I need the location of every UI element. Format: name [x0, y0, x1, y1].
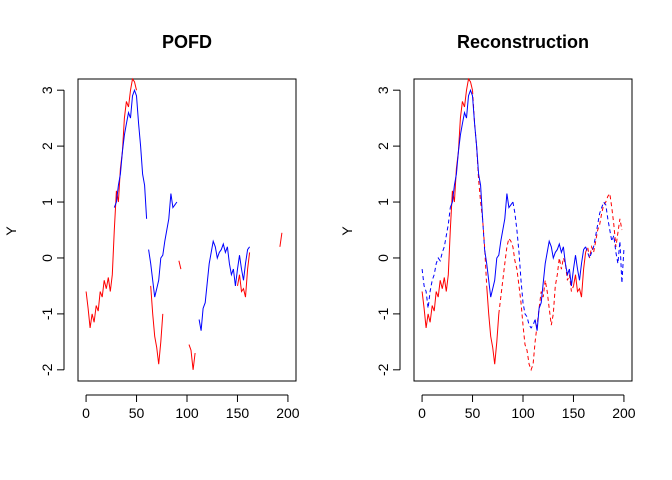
x-axis: 0 50 100 150 200 — [418, 394, 636, 421]
x-tick-label: 0 — [418, 405, 426, 421]
blue-dashed-series-line — [512, 201, 536, 329]
y-axis: -2 -1 0 1 2 3 — [375, 86, 401, 376]
x-tick-label: 50 — [465, 405, 481, 421]
series-lines — [421, 77, 625, 372]
red-dashed-series-line — [498, 237, 574, 372]
red-solid-series-line — [237, 252, 251, 298]
y-axis-label: Y — [3, 226, 19, 236]
y-tick-label: 1 — [375, 198, 391, 206]
x-tick-label: 200 — [612, 405, 636, 421]
x-tick-label: 0 — [82, 405, 90, 421]
y-tick-label: 3 — [375, 86, 391, 94]
blue-solid-series-line — [534, 239, 587, 331]
y-tick-label: 2 — [375, 142, 391, 150]
red-solid-series-line — [421, 77, 473, 328]
y-tick-label: -2 — [39, 363, 55, 376]
blue-solid-series-line — [449, 88, 484, 219]
red-solid-series-line — [188, 344, 196, 370]
x-tick-label: 200 — [276, 405, 300, 421]
red-solid-series-line — [85, 77, 137, 328]
plot-box — [77, 78, 297, 382]
y-tick-label: 1 — [39, 198, 55, 206]
x-tick-label: 150 — [562, 405, 586, 421]
x-axis: 0 50 100 150 200 — [82, 394, 300, 421]
y-tick-label: 0 — [375, 254, 391, 262]
blue-dashed-series-line — [421, 207, 451, 309]
x-tick-label: 100 — [511, 405, 535, 421]
red-solid-series-line — [486, 285, 500, 365]
series-lines — [85, 77, 283, 370]
red-solid-series-line — [178, 260, 182, 270]
red-solid-series-line — [279, 232, 283, 247]
blue-solid-series-line — [484, 193, 514, 298]
y-tick-label: 2 — [39, 142, 55, 150]
panel-pofd: POFD Y 0 50 100 150 200 -2 -1 0 1 2 3 — [3, 32, 300, 421]
x-tick-label: 100 — [175, 405, 199, 421]
red-solid-series-line — [573, 252, 587, 298]
red-dashed-series-line — [585, 192, 623, 259]
panel-reconstruction: Reconstruction Y 0 50 100 150 200 -2 -1 0 1 2 3 — [339, 32, 636, 421]
y-tick-label: 0 — [39, 254, 55, 262]
y-axis-label: Y — [339, 226, 355, 236]
x-tick-label: 50 — [129, 405, 145, 421]
y-tick-label: 3 — [39, 86, 55, 94]
chart-title: POFD — [162, 32, 212, 52]
blue-solid-series-line — [113, 88, 148, 219]
chart-title: Reconstruction — [457, 32, 589, 52]
blue-dashed-series-line — [482, 218, 486, 250]
plot-box — [413, 78, 633, 382]
y-tick-label: -2 — [375, 363, 391, 376]
blue-dashed-series-line — [585, 200, 625, 284]
blue-solid-series-line — [148, 193, 178, 298]
x-tick-label: 150 — [226, 405, 250, 421]
y-tick-label: -1 — [39, 307, 55, 320]
red-solid-series-line — [150, 285, 164, 365]
blue-solid-series-line — [198, 239, 251, 331]
y-tick-label: -1 — [375, 307, 391, 320]
y-axis: -2 -1 0 1 2 3 — [39, 86, 65, 376]
